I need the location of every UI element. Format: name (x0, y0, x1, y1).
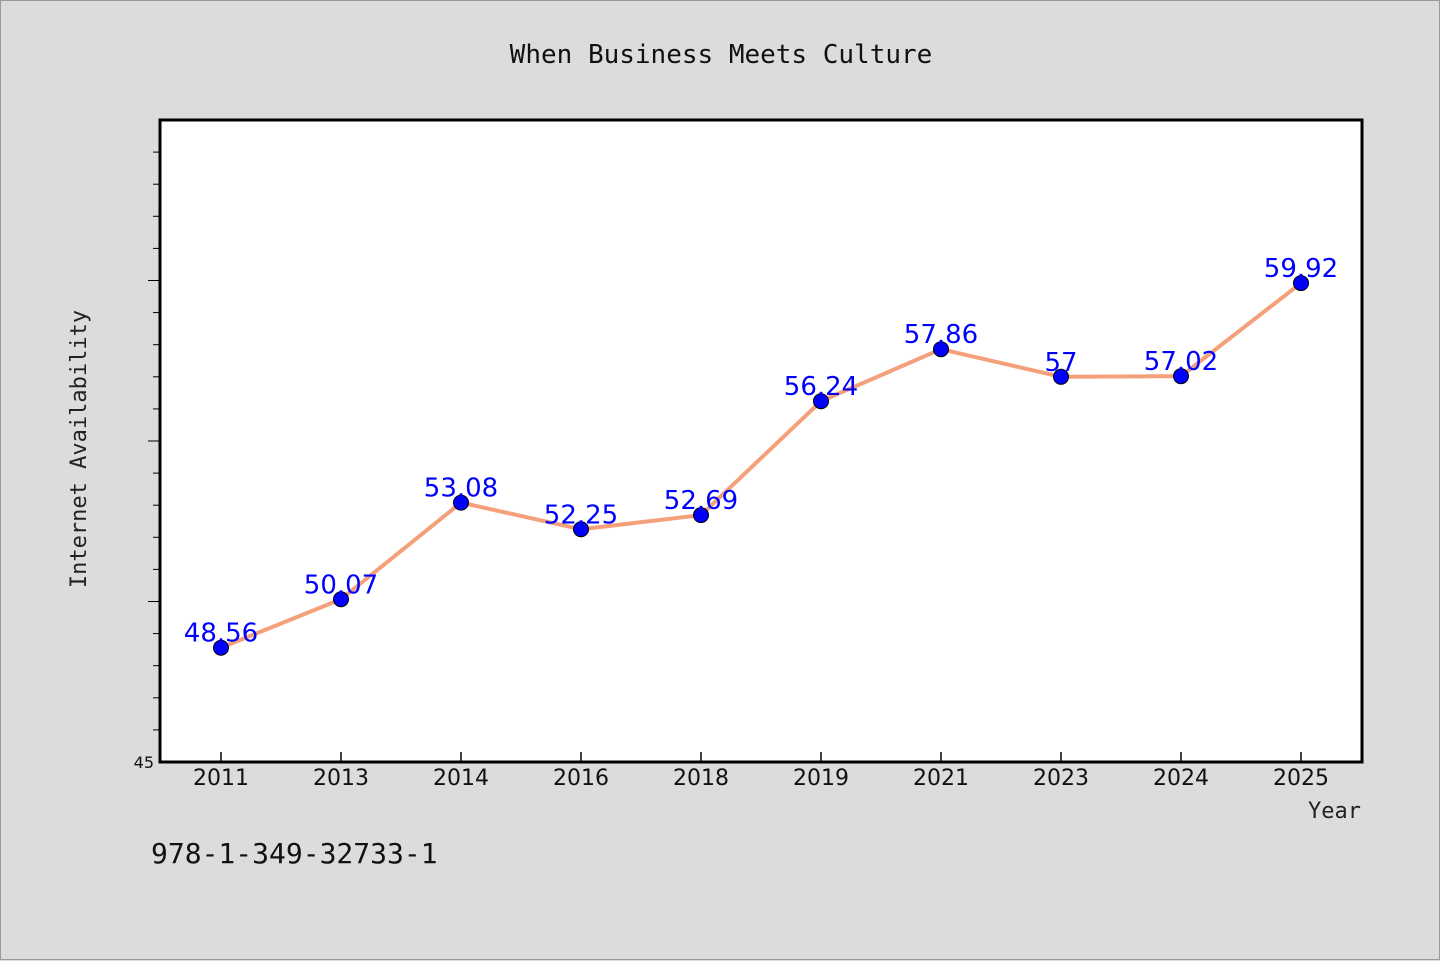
y-tick-label: 45 (134, 753, 154, 772)
x-tick-label: 2021 (913, 766, 969, 791)
data-point (213, 639, 229, 656)
data-label: 52.69 (664, 486, 738, 516)
isbn-footer: 978-1-349-32733-1 (151, 837, 438, 870)
data-point (813, 393, 829, 410)
x-tick-label: 2014 (433, 766, 489, 791)
data-point (573, 521, 589, 538)
chart-title: When Business Meets Culture (510, 40, 933, 70)
data-point (1053, 368, 1069, 385)
x-axis-title: Year (1308, 799, 1361, 824)
x-tick-label: 2018 (673, 766, 729, 791)
data-label: 52.25 (544, 500, 618, 530)
x-tick-label: 2013 (313, 766, 369, 791)
data-point (453, 494, 469, 511)
data-label: 53.08 (424, 474, 498, 504)
x-tick-label: 2024 (1153, 766, 1209, 791)
plot-area (158, 118, 1364, 764)
data-point (1293, 275, 1309, 292)
x-tick-label: 2016 (553, 766, 609, 791)
data-label: 50.07 (304, 570, 378, 600)
data-point (693, 507, 709, 524)
data-label: 56.24 (784, 372, 858, 402)
data-label: 57.02 (1144, 347, 1218, 377)
x-axis: 2011 2013 2014 2016 2018 2019 2021 2023 2024 2025 (193, 752, 1329, 791)
data-label: 57.86 (904, 320, 978, 350)
data-label: 57 (1044, 348, 1077, 378)
x-tick-label: 2025 (1273, 766, 1329, 791)
data-label: 48.56 (184, 619, 258, 649)
series-layer (213, 275, 1309, 656)
data-labels: 48.56 50.07 53.08 52.25 52.69 56.24 57.86 57 57.… (184, 254, 1338, 649)
data-point (933, 341, 949, 358)
x-tick-label: 2023 (1033, 766, 1089, 791)
x-tick-label: 2011 (193, 766, 249, 791)
data-point (333, 591, 349, 608)
data-point (1173, 368, 1189, 385)
x-tick-label: 2019 (793, 766, 849, 791)
data-label: 59.92 (1264, 254, 1338, 284)
y-axis: 45 (134, 151, 160, 772)
y-axis-title: Internet Availability (67, 310, 92, 588)
series-line (219, 281, 1303, 650)
